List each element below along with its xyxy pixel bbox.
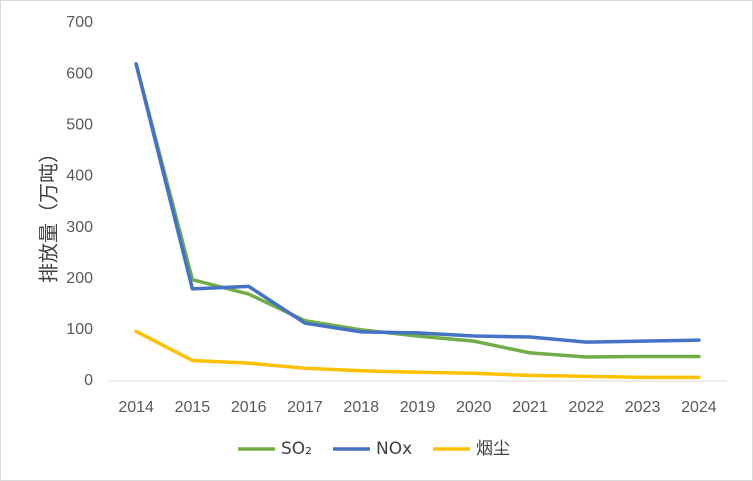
y-tick-label: 600 [66,65,93,82]
y-tick-label: 500 [66,117,93,134]
legend-label: 烟尘 [476,439,510,459]
plot-area [134,62,701,380]
series-line-2 [134,62,701,344]
x-tick-label: 2021 [512,399,548,416]
x-tick-label: 2018 [343,399,379,416]
x-tick-label: 2014 [118,399,154,416]
x-tick-label: 2019 [400,399,436,416]
y-tick-label: 700 [66,14,93,31]
x-tick-label: 2022 [569,399,605,416]
series-line-1 [134,62,701,359]
y-tick-label: 0 [84,372,93,389]
x-tick-label: 2023 [625,399,661,416]
legend-label: SO₂ [281,439,312,459]
x-tick-label: 2017 [287,399,323,416]
y-tick-label: 300 [66,219,93,236]
series-line-3 [134,329,701,380]
y-tick-label: 200 [66,270,93,287]
x-tick-label: 2024 [681,399,717,416]
y-axis: 0 100 200 300 400 500 600 700 [66,14,93,389]
x-axis: 2014 2015 2016 2017 2018 2019 2020 2021 2022 2023… [108,380,727,416]
y-tick-label: 400 [66,168,93,185]
legend: SO₂ NOx 烟尘 [238,439,510,459]
x-tick-label: 2015 [175,399,211,416]
legend-label: NOx [376,439,412,459]
x-tick-label: 2016 [231,399,267,416]
y-axis-title: 排放量（万吨） [37,143,61,283]
y-tick-label: 100 [66,321,93,338]
x-tick-label: 2020 [456,399,492,416]
